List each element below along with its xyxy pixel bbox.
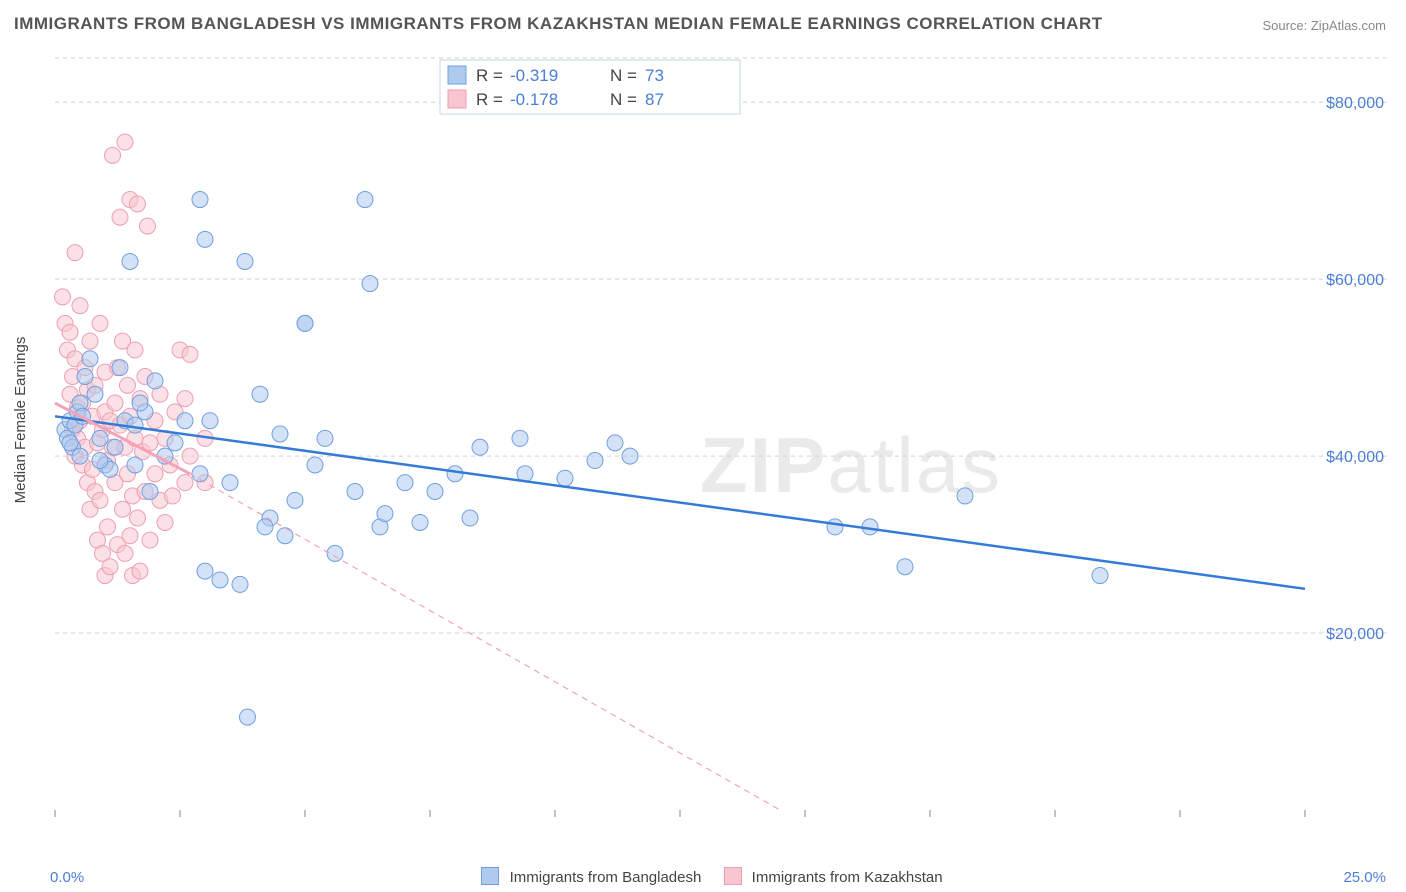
legend-swatch-kazakhstan [724,867,742,885]
svg-text:N =: N = [610,90,637,109]
svg-text:$40,000: $40,000 [1326,449,1384,466]
legend-swatch-bangladesh [481,867,499,885]
svg-text:$80,000: $80,000 [1326,95,1384,112]
svg-text:-0.319: -0.319 [510,66,558,85]
legend-label-kazakhstan: Immigrants from Kazakhstan [752,869,943,886]
legend-label-bangladesh: Immigrants from Bangladesh [510,869,702,886]
svg-text:R =: R = [476,66,503,85]
svg-text:87: 87 [645,90,664,109]
chart-source: Source: ZipAtlas.com [1262,18,1386,33]
legend-bottom: Immigrants from Bangladesh Immigrants fr… [0,867,1406,886]
chart-title: IMMIGRANTS FROM BANGLADESH VS IMMIGRANTS… [14,14,1103,34]
svg-text:$20,000: $20,000 [1326,626,1384,643]
correlation-chart: $20,000 $40,000 $60,000 $80,000 R = -0.319 N … [50,50,1390,840]
svg-text:$60,000: $60,000 [1326,272,1384,289]
y-axis-label: Median Female Earnings [12,337,29,504]
chart-svg: $20,000 $40,000 $60,000 $80,000 R = -0.319 N … [50,50,1390,840]
svg-text:N =: N = [610,66,637,85]
svg-text:73: 73 [645,66,664,85]
svg-text:-0.178: -0.178 [510,90,558,109]
svg-text:R =: R = [476,90,503,109]
